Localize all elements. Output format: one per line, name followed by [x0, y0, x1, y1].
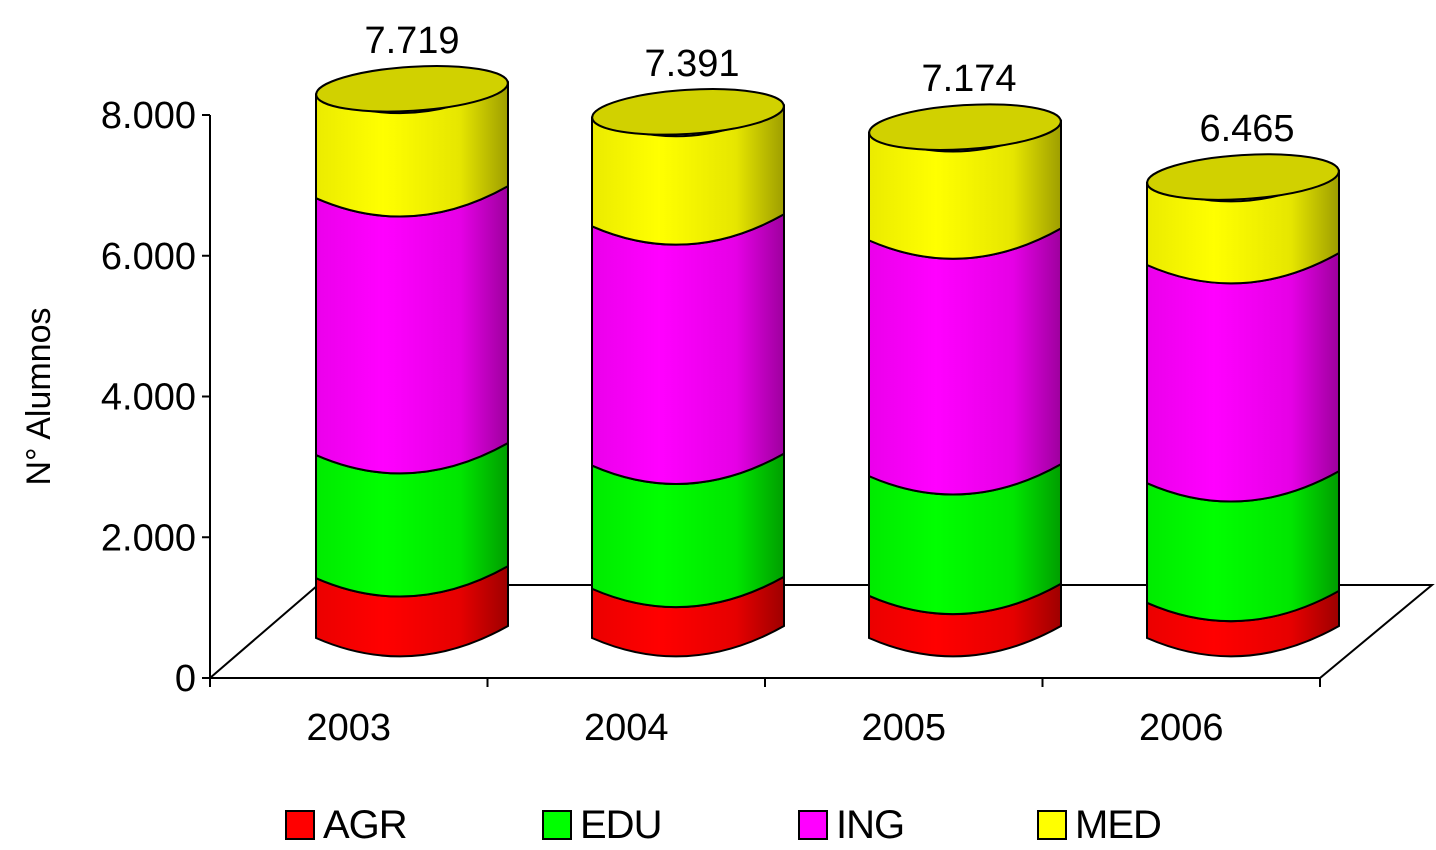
bar-segment-2006-ING — [1146, 251, 1340, 503]
bar-segment-2004-ING — [591, 212, 785, 485]
stacked-cylinder-chart: 0 2.000 4.000 6.000 8.000 2003 2004 2005 2006 N° … — [20, 20, 1435, 749]
bar-segment-2003-ING — [315, 184, 509, 475]
legend-item-ing: ING — [798, 800, 905, 850]
legend: AGR EDU ING MED — [0, 800, 1436, 850]
x-tick-label: 2005 — [861, 707, 946, 749]
legend-label-agr: AGR — [323, 802, 408, 847]
cylinder-top-2003 — [315, 65, 509, 113]
legend-label-med: MED — [1075, 802, 1162, 847]
legend-item-edu: EDU — [542, 800, 662, 850]
cylinder-top-2004 — [591, 88, 785, 136]
legend-swatch-edu — [542, 810, 572, 840]
y-tick-label: 4.000 — [101, 377, 196, 419]
cylinder-top-2006 — [1146, 153, 1340, 201]
legend-item-agr: AGR — [285, 800, 408, 850]
legend-item-med: MED — [1037, 800, 1162, 850]
bar-segment-2005-ING — [868, 226, 1062, 496]
y-tick-label: 2.000 — [101, 517, 196, 559]
legend-swatch-med — [1037, 810, 1067, 840]
legend-swatch-agr — [285, 810, 315, 840]
y-tick-label: 0 — [175, 658, 196, 700]
legend-label-ing: ING — [836, 802, 905, 847]
y-tick-label: 8.000 — [101, 95, 196, 137]
total-label-2004: 7.391 — [644, 43, 739, 85]
x-tick-label: 2006 — [1139, 707, 1224, 749]
y-tick-label: 6.000 — [101, 236, 196, 278]
y-axis-title: N° Alumnos — [20, 307, 58, 485]
x-tick-label: 2004 — [584, 707, 669, 749]
total-label-2005: 7.174 — [921, 58, 1016, 100]
x-tick-label: 2003 — [306, 707, 391, 749]
cylinder-top-2005 — [868, 103, 1062, 151]
legend-swatch-ing — [798, 810, 828, 840]
total-label-2003: 7.719 — [364, 20, 459, 62]
legend-label-edu: EDU — [580, 802, 662, 847]
total-label-2006: 6.465 — [1199, 108, 1294, 150]
